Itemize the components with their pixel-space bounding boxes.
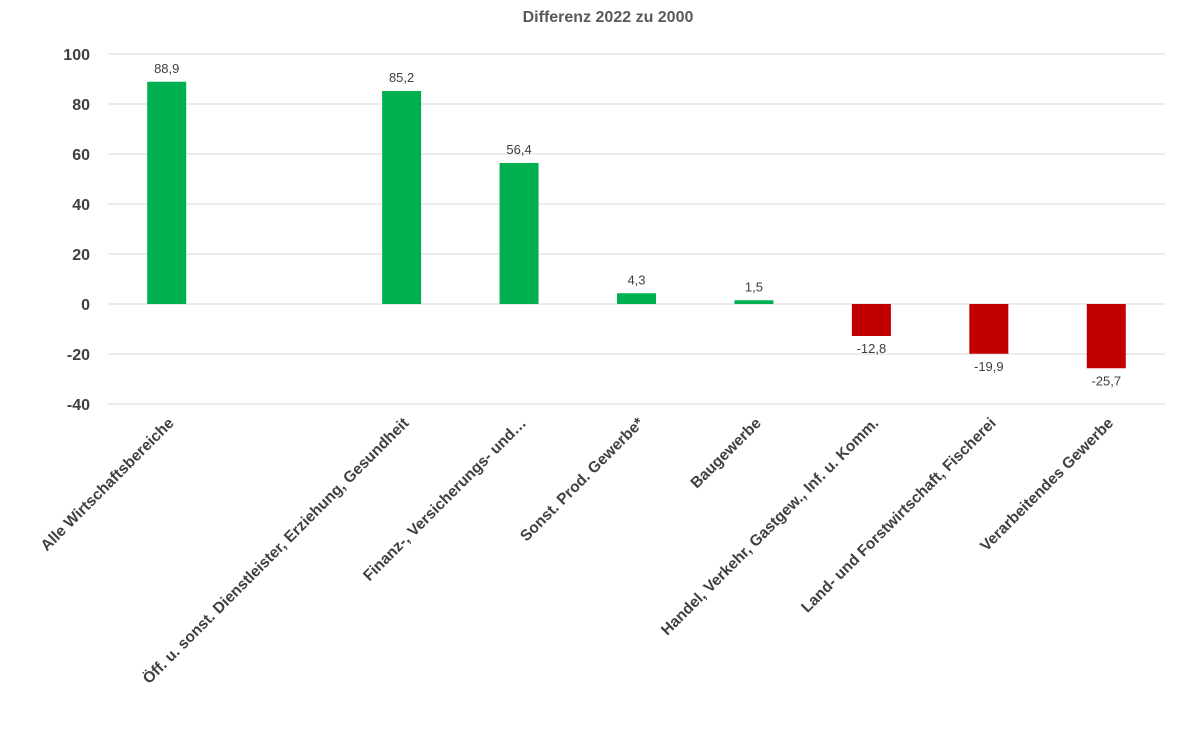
chart-title: Differenz 2022 zu 2000 — [523, 9, 694, 26]
x-tick-label: Handel, Verkehr, Gastgew., Inf. u. Komm. — [658, 415, 882, 639]
bar — [734, 300, 774, 304]
x-tick-label: Alle Wirtschaftsbereiche — [38, 415, 178, 555]
y-tick-label: 100 — [63, 47, 90, 64]
x-tick-label: Baugewerbe — [688, 415, 765, 492]
data-label: 1,5 — [745, 279, 763, 294]
data-label: 88,9 — [154, 61, 179, 76]
y-tick-label: 60 — [72, 147, 90, 164]
bars — [147, 81, 1126, 369]
bar — [382, 91, 422, 304]
y-tick-label: 0 — [81, 297, 90, 314]
x-tick-label: Sonst. Prod. Gewerbe* — [517, 414, 648, 545]
y-tick-label: 20 — [72, 247, 90, 264]
bar — [147, 81, 187, 304]
y-tick-label: 40 — [72, 197, 90, 214]
y-tick-label: -20 — [67, 347, 90, 364]
x-tick-label: Verarbeitendes Gewerbe — [977, 415, 1117, 555]
bar — [969, 304, 1009, 354]
data-label: -19,9 — [974, 359, 1004, 374]
y-tick-label: -40 — [67, 397, 90, 414]
bar — [499, 163, 539, 304]
bar — [617, 293, 656, 304]
data-label: -25,7 — [1091, 373, 1121, 388]
data-label: 56,4 — [506, 142, 531, 157]
x-tick-label: Land- und Forstwirtschaft, Fischerei — [798, 415, 999, 616]
data-label: 4,3 — [627, 272, 645, 287]
data-label: -12,8 — [857, 341, 887, 356]
bar — [1086, 304, 1126, 369]
data-labels: 88,9 85,2 56,4 4,3 1,5 -12,8 -19,9 -25,7 — [154, 61, 1121, 389]
x-tick-label: Öff. u. sonst. Dienstleister, Erziehung,… — [140, 415, 413, 688]
data-label: 85,2 — [389, 70, 414, 85]
bar — [851, 304, 891, 336]
y-axis-ticks: 100 80 60 40 20 0 -20 -40 — [63, 47, 90, 414]
y-tick-label: 80 — [72, 97, 90, 114]
